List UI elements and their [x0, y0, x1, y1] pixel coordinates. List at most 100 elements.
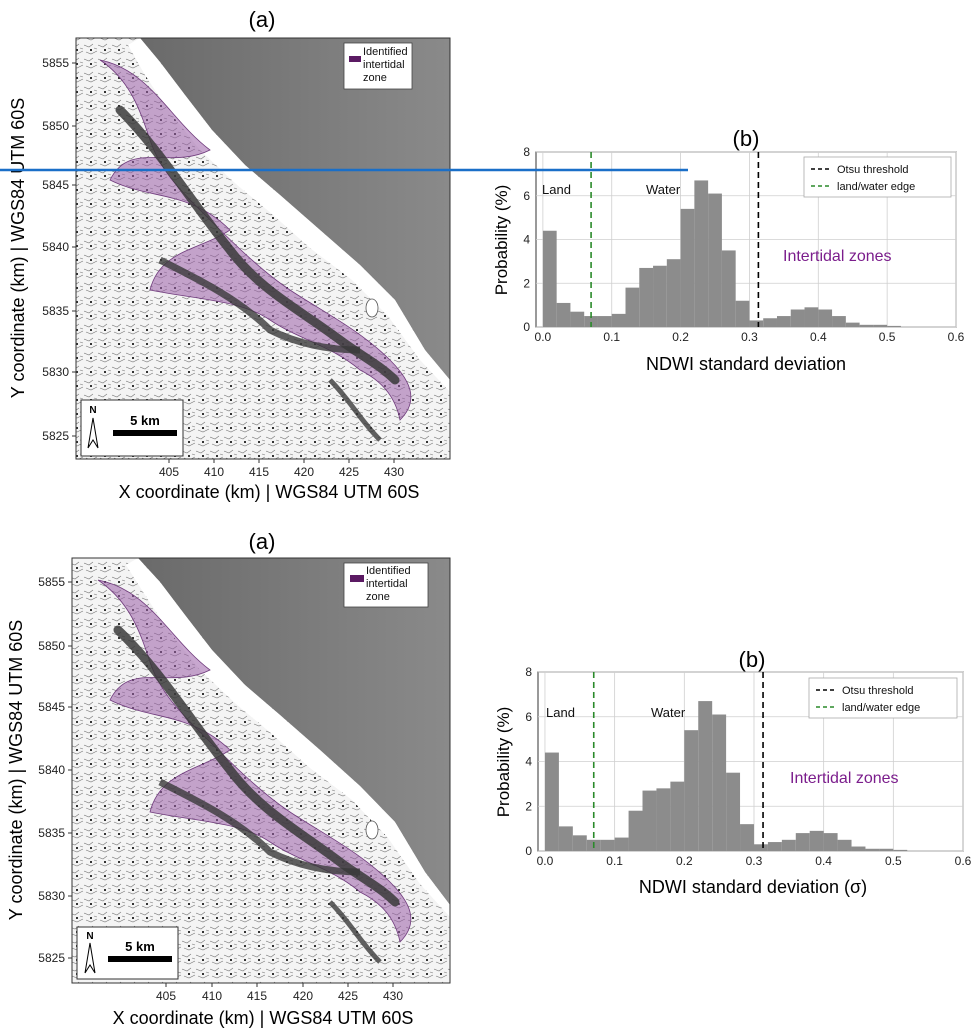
map-x-tick-label: 405	[156, 989, 176, 1003]
map-title: (a)	[249, 529, 276, 554]
annotation-land: Land	[542, 182, 571, 197]
legend-line-3: zone	[363, 72, 387, 84]
legend-line-2: intertidal	[366, 578, 408, 590]
map-y-tick-label: 5830	[38, 889, 65, 903]
map-ylabel: Y coordinate (km) | WGS84 UTM 60S	[8, 98, 28, 398]
y-tick-label: 6	[525, 710, 532, 724]
histogram-bar	[865, 848, 880, 851]
histogram-bar	[698, 701, 713, 851]
histogram-bar	[656, 788, 671, 851]
histogram-bar	[790, 309, 805, 327]
annotation-water: Water	[651, 705, 686, 720]
x-tick-label: 0.0	[537, 854, 554, 868]
hist-marks: 0.0 0.1 0.2 0.3 0.4 0.5 0.6 0 2 4 6 8	[523, 145, 964, 344]
map-panel-1: (a) Identified intertidal zone N	[8, 7, 451, 502]
legend-edge: land/water edge	[842, 702, 920, 714]
x-tick-label: 0.6	[948, 330, 965, 344]
histogram-bar	[859, 324, 874, 327]
map-y-tick-label: 5835	[42, 304, 69, 318]
hist-xlabel: NDWI standard deviation	[646, 354, 846, 374]
histogram-bar	[873, 324, 888, 327]
svg-text:Identified intertidal: Identified intertidal zone	[363, 46, 411, 84]
legend-edge: land/water edge	[837, 181, 915, 193]
y-tick-label: 8	[525, 665, 532, 679]
map-xlabel: X coordinate (km) | WGS84 UTM 60S	[119, 482, 420, 502]
y-tick-label: 2	[523, 276, 530, 290]
svg-text:Identified intertidal: Identified intertidal zone	[366, 565, 414, 603]
map-x-tick-label: 405	[159, 465, 179, 479]
histogram-bar	[753, 844, 768, 851]
legend-line-3: zone	[366, 591, 390, 603]
y-tick-label: 8	[523, 145, 530, 159]
histogram-bar	[639, 267, 654, 327]
histogram-bar	[628, 810, 643, 851]
map-y-tick-label: 5840	[38, 763, 65, 777]
legend-otsu: Otsu threshold	[842, 685, 914, 697]
histogram-bar	[721, 250, 736, 327]
x-tick-label: 0.3	[746, 854, 763, 868]
scale-label: 5 km	[130, 413, 160, 428]
scale-bar: N 5 km	[76, 926, 179, 980]
hist-xlabel: NDWI standard deviation (σ)	[639, 877, 867, 897]
y-tick-label: 2	[525, 799, 532, 813]
map-y-tick-label: 5845	[38, 700, 65, 714]
histogram-bar	[600, 839, 615, 851]
histogram-bar	[556, 302, 571, 327]
histogram-bar	[680, 208, 695, 327]
histogram-bar	[893, 849, 908, 851]
map-x-tick-label: 425	[339, 465, 359, 479]
histogram-bar	[712, 714, 727, 851]
histogram-bar	[735, 300, 750, 327]
y-tick-label: 0	[525, 844, 532, 858]
map-y-tick-label: 5855	[38, 575, 65, 589]
map-y-tick-label: 5825	[42, 429, 69, 443]
map-x-tick-label: 410	[202, 989, 222, 1003]
annotation-water: Water	[646, 182, 681, 197]
x-tick-label: 0.1	[603, 330, 620, 344]
map-y-tick-label: 5850	[38, 639, 65, 653]
scale-bar: N 5 km	[80, 399, 184, 457]
y-tick-label: 0	[523, 320, 530, 334]
legend-swatch	[350, 575, 364, 582]
histogram-bar	[795, 833, 810, 851]
histogram-bar	[653, 265, 667, 327]
legend-swatch	[349, 56, 361, 62]
x-tick-label: 0.4	[815, 854, 832, 868]
x-tick-label: 0.0	[535, 330, 552, 344]
map-ticks: 405 410 415 420 425 430 5855 5850 5845 5840 5835 58…	[42, 56, 404, 479]
map-y-tick-label: 5850	[42, 119, 69, 133]
histogram-bar	[572, 835, 587, 851]
hist-legend: Otsu threshold land/water edge	[808, 677, 958, 719]
x-tick-label: 0.4	[810, 330, 827, 344]
annotation-land: Land	[546, 705, 575, 720]
histogram-panel-1: (b) 0.0 0.1 0.2 0.3 0.4 0.5 0.6 0 2 4 6 8 Land Wate…	[492, 126, 965, 374]
map-panel-2: (a) Identified intertidal zone N	[6, 529, 451, 1028]
north-label: N	[89, 405, 96, 416]
histogram-bar	[763, 318, 777, 327]
histogram-bar	[611, 313, 626, 327]
histogram-bar	[684, 730, 699, 851]
x-tick-label: 0.6	[955, 854, 972, 868]
annotation-intertidal: Intertidal zones	[790, 770, 899, 787]
x-tick-label: 0.2	[676, 854, 693, 868]
x-tick-label: 0.2	[672, 330, 689, 344]
histogram-bar	[887, 325, 901, 327]
histogram-bar	[614, 837, 629, 851]
histogram-bar	[781, 839, 796, 851]
map-x-tick-label: 420	[293, 989, 313, 1003]
map-ticks: 405 410 415 420 425 430 5855 5850 5845 5840 5835 58…	[38, 575, 403, 1003]
annotation-intertidal: Intertidal zones	[783, 248, 892, 265]
hist-title: (b)	[733, 126, 760, 151]
histogram-bar	[642, 790, 657, 851]
map-y-tick-label: 5835	[38, 826, 65, 840]
map-y-tick-label: 5855	[42, 56, 69, 70]
map-legend: Identified intertidal zone	[343, 562, 429, 608]
histogram-bar	[666, 259, 681, 327]
map-x-tick-label: 410	[204, 465, 224, 479]
histogram-bar	[767, 842, 782, 851]
histogram-bar	[597, 316, 612, 327]
histogram-bar	[851, 846, 866, 851]
histogram-bar	[837, 839, 852, 851]
north-arrow-icon	[84, 942, 96, 974]
